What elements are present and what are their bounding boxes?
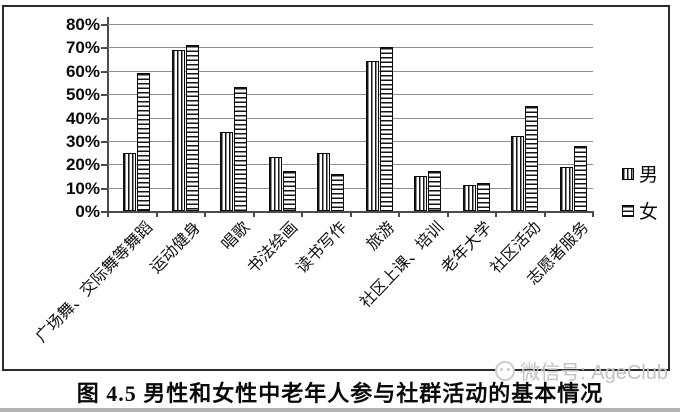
y-tick-label: 30% bbox=[65, 131, 100, 151]
x-tick-mark bbox=[495, 211, 497, 217]
bar-female-4 bbox=[282, 171, 296, 211]
y-tick-label: 0% bbox=[75, 202, 100, 221]
x-tick-mark bbox=[301, 211, 303, 217]
gridline-60% bbox=[108, 70, 593, 72]
figure-caption: 图 4.5 男性和女性中老年人参与社群活动的基本情况 bbox=[76, 381, 604, 406]
bar-male-8 bbox=[462, 185, 476, 211]
y-tick-label: 80% bbox=[65, 15, 100, 34]
wechat-smiley-logo-icon bbox=[495, 360, 516, 381]
bar-male-7 bbox=[414, 175, 427, 211]
x-tick-mark bbox=[543, 211, 546, 217]
x-tick-mark bbox=[349, 211, 352, 217]
y-tick-label: 60% bbox=[65, 61, 100, 81]
bar-male-4 bbox=[268, 157, 282, 211]
y-tick-label: 50% bbox=[65, 85, 100, 105]
bar-female-8 bbox=[476, 182, 490, 211]
bar-male-1 bbox=[123, 152, 136, 211]
legend-label-male: 男 bbox=[639, 165, 659, 186]
bar-female-7 bbox=[428, 171, 441, 211]
gridline-70% bbox=[108, 47, 593, 49]
bottom-edge-strip bbox=[0, 408, 680, 412]
x-tick-mark bbox=[155, 211, 158, 217]
bar-female-6 bbox=[379, 47, 393, 211]
y-tick-mark bbox=[101, 117, 108, 120]
gridline-40% bbox=[108, 117, 593, 119]
legend: 男 女 bbox=[622, 160, 658, 224]
male-pattern-swatch-icon bbox=[622, 167, 634, 180]
x-tick-mark bbox=[592, 211, 594, 217]
x-tick-mark bbox=[107, 211, 109, 217]
watermark: 微信号: AgeClub bbox=[495, 356, 668, 385]
y-tick-label: 70% bbox=[65, 38, 100, 58]
female-pattern-swatch-icon bbox=[622, 204, 634, 217]
plot-area bbox=[107, 24, 594, 217]
x-tick-mark bbox=[252, 211, 255, 217]
y-tick-mark bbox=[101, 24, 108, 26]
gridline-50% bbox=[108, 94, 593, 96]
y-tick-label: 20% bbox=[65, 155, 100, 175]
x-tick-mark bbox=[446, 211, 449, 217]
bar-male-2 bbox=[171, 49, 185, 211]
bar-female-5 bbox=[331, 173, 344, 211]
y-tick-label: 10% bbox=[65, 178, 100, 198]
gridline-10% bbox=[108, 187, 593, 189]
watermark-text: 微信号: AgeClub bbox=[520, 362, 668, 384]
y-tick-mark bbox=[101, 164, 108, 167]
bar-male-6 bbox=[365, 61, 379, 211]
legend-label-female: 女 bbox=[639, 202, 659, 223]
bar-female-3 bbox=[234, 87, 247, 211]
y-tick-mark bbox=[101, 187, 108, 190]
bar-male-9 bbox=[511, 136, 524, 211]
legend-item-female: 女 bbox=[622, 197, 658, 224]
y-tick-mark bbox=[101, 211, 108, 213]
bar-male-3 bbox=[220, 131, 233, 211]
gridline-80% bbox=[108, 24, 593, 25]
gridline-20% bbox=[108, 164, 593, 166]
y-axis bbox=[107, 17, 109, 211]
gridline-30% bbox=[108, 140, 593, 142]
y-tick-mark bbox=[101, 47, 108, 50]
bar-male-5 bbox=[317, 152, 330, 211]
y-tick-label: 40% bbox=[65, 108, 100, 128]
bar-female-9 bbox=[525, 105, 538, 211]
bar-female-1 bbox=[137, 73, 150, 211]
legend-item-male: 男 bbox=[622, 160, 658, 187]
bar-female-10 bbox=[573, 145, 587, 211]
bar-female-2 bbox=[185, 45, 199, 211]
y-tick-mark bbox=[101, 70, 108, 73]
x-tick-mark bbox=[204, 211, 206, 217]
x-tick-mark bbox=[398, 211, 400, 217]
y-tick-mark bbox=[101, 94, 108, 97]
y-tick-mark bbox=[101, 140, 108, 143]
bar-male-10 bbox=[559, 166, 573, 211]
